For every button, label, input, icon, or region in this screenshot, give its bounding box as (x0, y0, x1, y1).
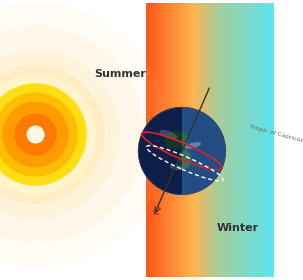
Bar (201, 3, 204, 277)
Circle shape (0, 74, 96, 195)
Bar (220, 3, 223, 277)
Ellipse shape (159, 130, 177, 139)
Wedge shape (182, 107, 226, 195)
Bar (207, 3, 210, 277)
Bar (239, 3, 242, 277)
Bar (226, 3, 229, 277)
Bar (258, 3, 261, 277)
Circle shape (0, 50, 120, 219)
Bar (150, 3, 153, 277)
Bar (197, 3, 201, 277)
Bar (245, 3, 248, 277)
Circle shape (2, 101, 69, 168)
Text: Tropic of Capricorn: Tropic of Capricorn (249, 125, 303, 144)
Text: Summer: Summer (95, 69, 146, 79)
Bar (223, 3, 226, 277)
Wedge shape (138, 107, 182, 195)
Circle shape (138, 107, 226, 195)
Bar (165, 3, 169, 277)
Bar (235, 3, 239, 277)
Bar (216, 3, 220, 277)
Bar (194, 3, 197, 277)
Bar (191, 3, 194, 277)
Bar (271, 3, 274, 277)
Bar (181, 3, 185, 277)
Bar (153, 3, 156, 277)
Bar (159, 3, 162, 277)
Circle shape (0, 65, 105, 204)
Bar (242, 3, 245, 277)
Bar (188, 3, 191, 277)
Bar (172, 3, 175, 277)
Ellipse shape (170, 164, 183, 170)
Bar (264, 3, 267, 277)
Bar (146, 3, 150, 277)
Bar (251, 3, 255, 277)
Bar (248, 3, 251, 277)
Bar (185, 3, 188, 277)
Text: Winter: Winter (217, 223, 259, 233)
Bar (146, 3, 274, 277)
Circle shape (0, 92, 78, 177)
Circle shape (0, 26, 144, 243)
Bar (204, 3, 207, 277)
Bar (213, 3, 216, 277)
Bar (178, 3, 181, 277)
Ellipse shape (185, 142, 201, 149)
Ellipse shape (165, 130, 188, 150)
Bar (232, 3, 235, 277)
Ellipse shape (178, 150, 191, 169)
Bar (156, 3, 159, 277)
Bar (267, 3, 271, 277)
Bar (229, 3, 232, 277)
Circle shape (27, 125, 45, 144)
Bar (261, 3, 264, 277)
Circle shape (0, 2, 168, 267)
Bar (162, 3, 165, 277)
Circle shape (15, 113, 57, 156)
Bar (169, 3, 172, 277)
Circle shape (0, 83, 87, 186)
Bar (175, 3, 178, 277)
Bar (210, 3, 213, 277)
Bar (255, 3, 258, 277)
